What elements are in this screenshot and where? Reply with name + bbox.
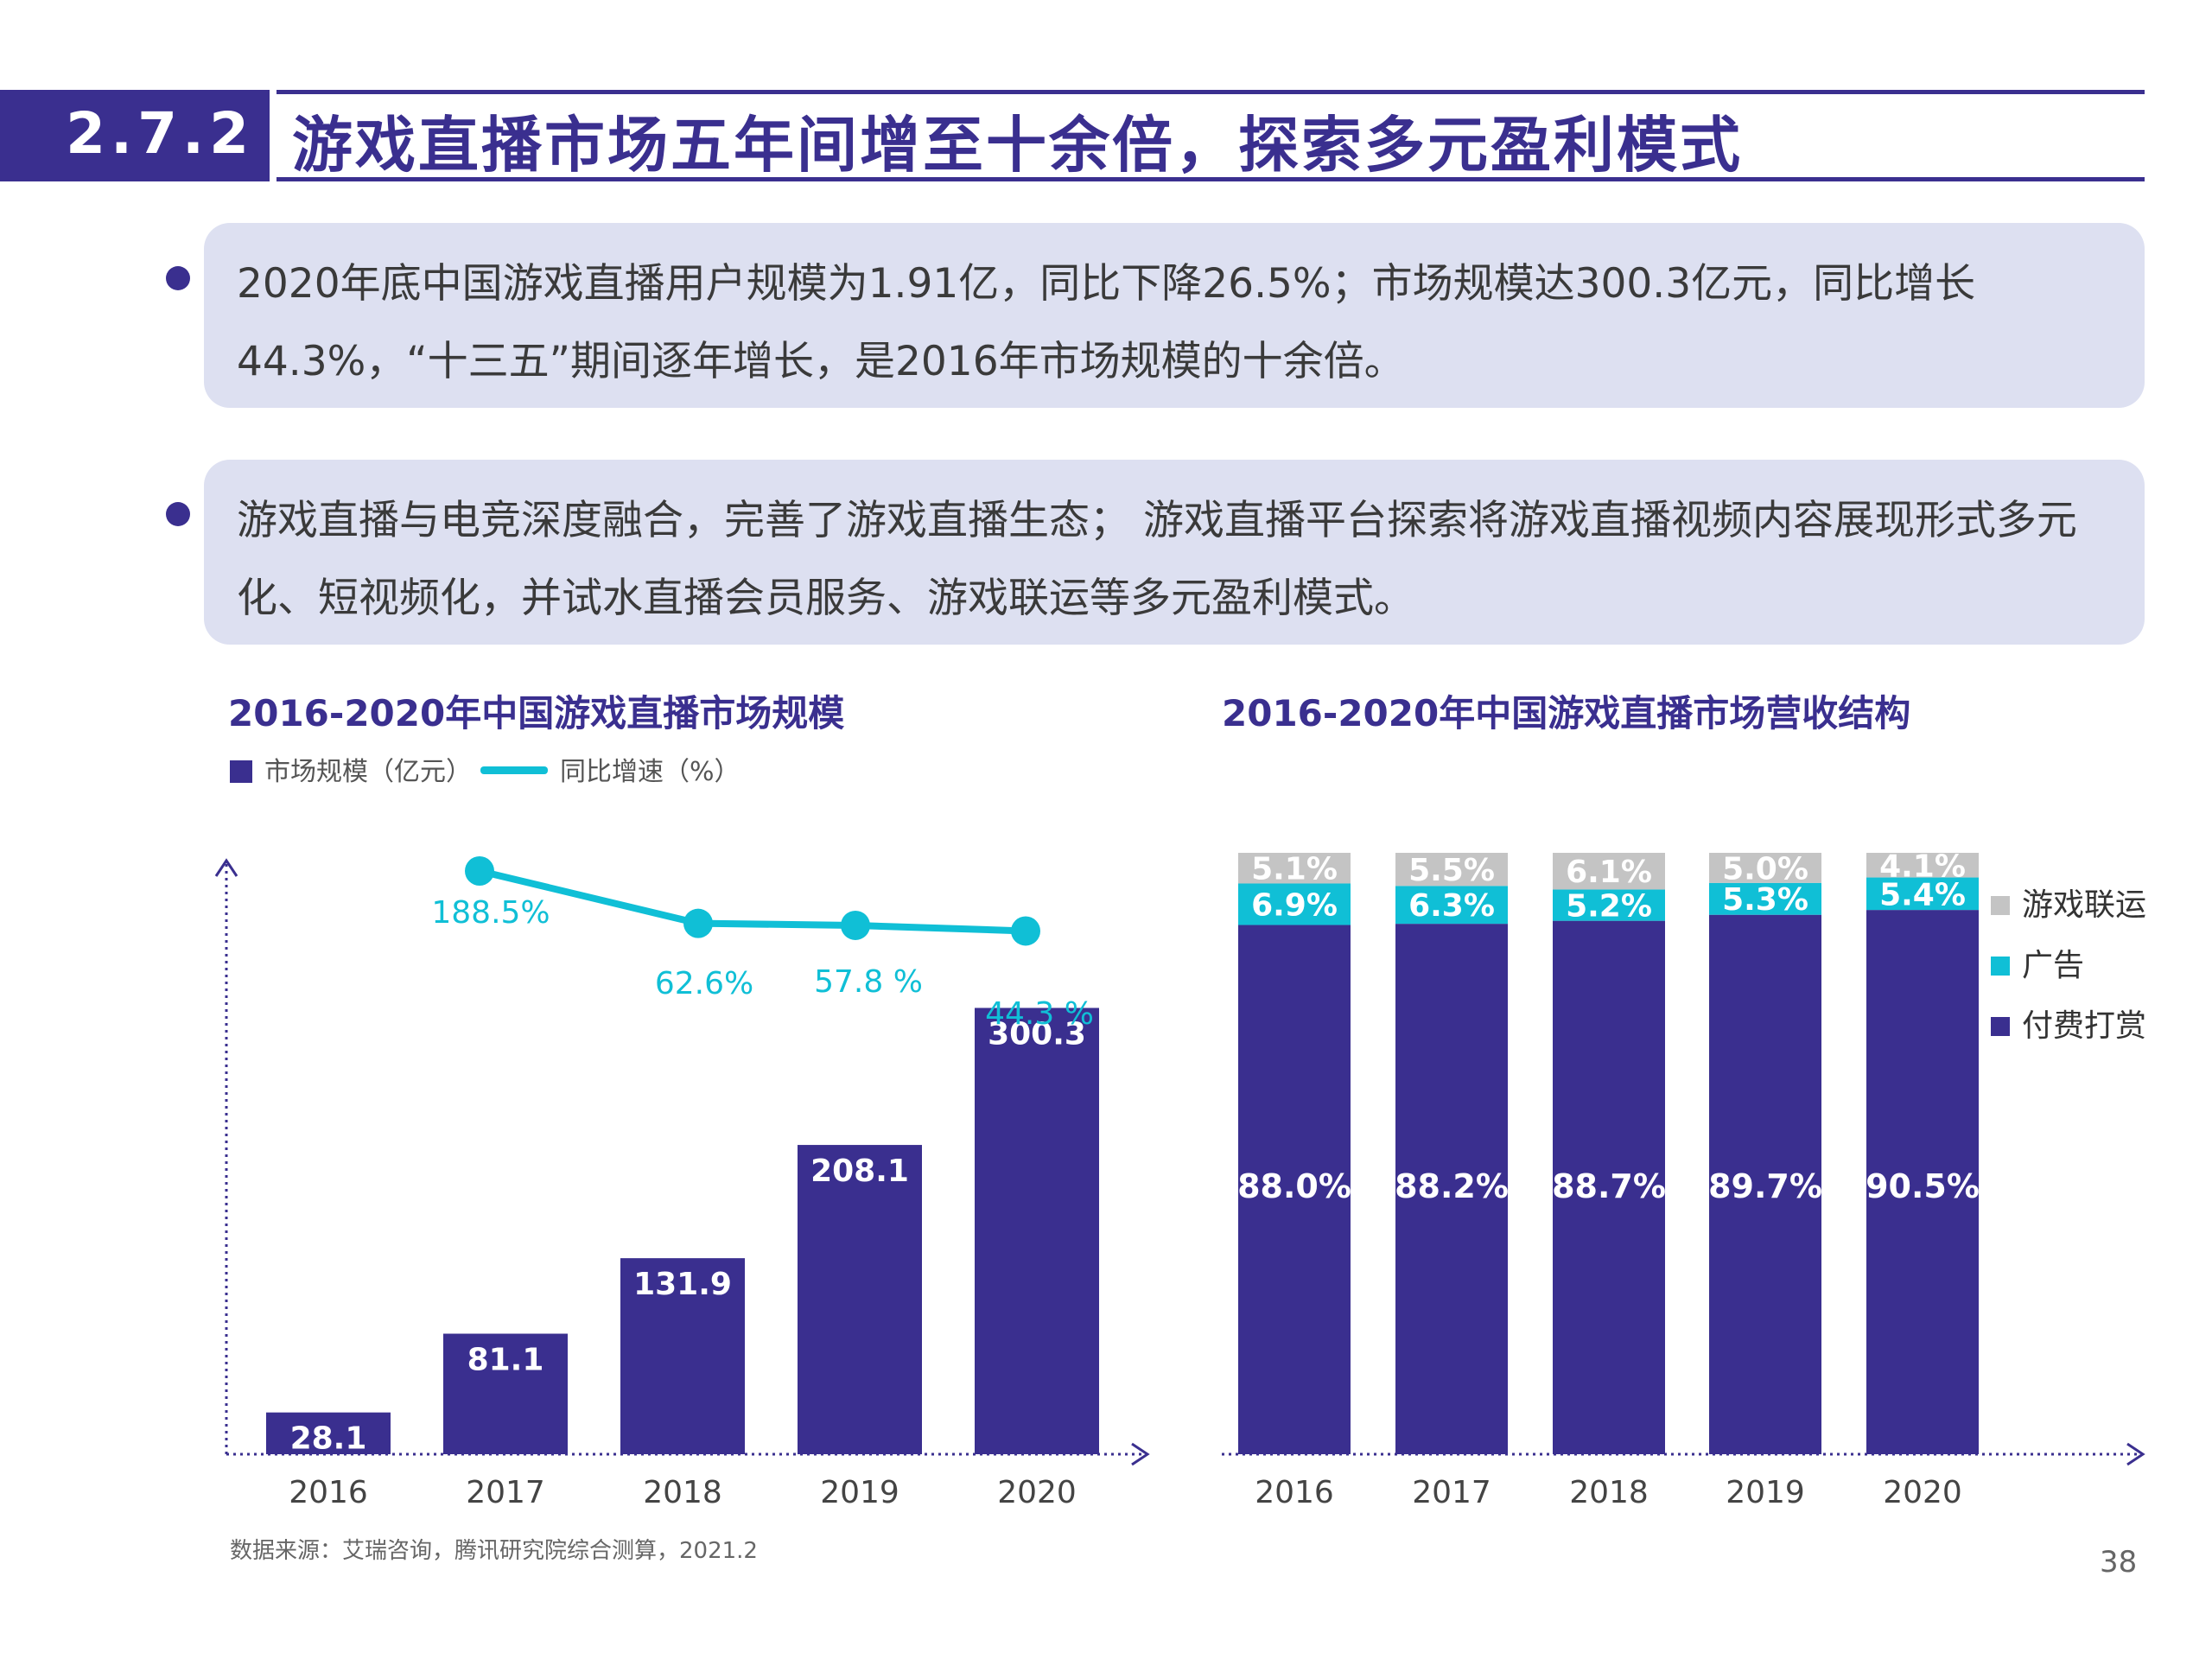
legend-line: 同比增速（%） [480,750,741,788]
left-bar-value: 300.3 [988,1016,1086,1052]
stack-ad-label: 5.4% [1879,877,1966,912]
legend-tip-swatch [1991,1017,2010,1036]
legend-tip: 付费打赏 [1991,1001,2146,1046]
left-bar-value: 208.1 [810,1154,909,1189]
growth-label: 62.6% [655,966,753,1001]
stack-lianyun-label: 5.0% [1722,851,1808,887]
stack-lianyun-label: 5.1% [1251,852,1338,887]
left-x-tick: 2018 [643,1475,722,1510]
stack-tip-label: 88.7% [1552,1167,1666,1205]
stack-tip-label: 89.7% [1708,1167,1822,1205]
stack-tip-segment [1395,924,1508,1454]
stack-lianyun-segment [1866,853,1979,878]
left-bar [266,1412,391,1454]
right-chart-title: 2016-2020年中国游戏直播市场营收结构 [1222,692,1911,734]
stack-ad-label: 6.3% [1408,888,1495,924]
left-x-tick: 2017 [466,1475,545,1510]
stack-lianyun-label: 4.1% [1879,849,1966,884]
bullet-dot-1 [166,266,190,290]
bullet-text-2: 游戏直播与电竞深度融合，完善了游戏直播生态； 游戏直播平台探索将游戏直播视频内容… [237,497,2077,622]
section-number: 2.7.2 [66,100,254,167]
source-note: 数据来源：艾瑞咨询，腾讯研究院综合测算，2021.2 [230,1538,758,1564]
stack-lianyun-segment [1238,853,1351,884]
stack-lianyun-label: 6.1% [1566,855,1652,890]
left-bar [798,1145,922,1454]
left-x-tick: 2019 [820,1475,899,1510]
bullet-box-2: 游戏直播与电竞深度融合，完善了游戏直播生态； 游戏直播平台探索将游戏直播视频内容… [204,460,2145,645]
stack-ad-label: 5.3% [1722,882,1808,918]
page-title: 游戏直播市场五年间增至十余倍，探索多元盈利模式 [292,110,1743,181]
legend-tip-label: 付费打赏 [2022,1008,2147,1044]
growth-label: 188.5% [431,895,550,931]
left-bar [975,1007,1099,1454]
stack-tip-label: 88.2% [1395,1167,1509,1205]
stack-ad-label: 5.2% [1566,889,1652,925]
legend-bar-label: 市场规模（亿元） [264,757,472,787]
header-rule-bottom [276,177,2145,181]
left-bar [620,1258,745,1454]
growth-label: 44.3 % [985,996,1094,1032]
stack-ad-segment [1866,877,1979,911]
right-x-tick: 2016 [1255,1475,1334,1510]
right-x-tick: 2017 [1412,1475,1491,1510]
legend-ad-label: 广告 [2022,948,2085,983]
bullet-text-1: 2020年底中国游戏直播用户规模为1.91亿，同比下降26.5%；市场规模达30… [237,260,1976,385]
legend-line-label: 同比增速（%） [560,757,741,787]
growth-point [841,910,870,940]
right-x-tick: 2019 [1726,1475,1805,1510]
stack-tip-label: 90.5% [1866,1167,1980,1205]
bullet-dot-2 [166,502,190,526]
left-y-axis-arrow [214,858,238,877]
right-x-tick: 2018 [1569,1475,1649,1510]
stack-lianyun-segment [1553,853,1665,890]
growth-point [683,908,713,938]
left-bar [443,1333,568,1454]
left-chart-title: 2016-2020年中国游戏直播市场规模 [228,692,845,734]
growth-point [465,856,494,886]
stack-lianyun-segment [1709,853,1821,883]
stack-tip-segment [1866,910,1979,1454]
stack-ad-segment [1709,882,1821,915]
legend-lianyun: 游戏联运 [1991,880,2146,925]
stack-tip-label: 88.0% [1237,1167,1351,1205]
right-x-tick: 2020 [1883,1475,1962,1510]
legend-ad: 广告 [1991,940,2084,985]
header-rule-top [276,90,2145,94]
legend-bar-swatch [230,760,252,783]
bullet-box-1: 2020年底中国游戏直播用户规模为1.91亿，同比下降26.5%；市场规模达30… [204,223,2145,408]
left-bar-value: 28.1 [290,1421,367,1457]
legend-lianyun-swatch [1991,896,2010,915]
right-x-axis-arrow [2126,1442,2145,1466]
stack-tip-segment [1553,920,1665,1454]
legend-lianyun-label: 游戏联运 [2022,887,2147,923]
stack-tip-segment [1238,925,1351,1454]
left-bar-value: 131.9 [633,1267,732,1302]
stack-ad-segment [1395,886,1508,925]
page-number: 38 [2100,1545,2138,1580]
growth-point [1011,916,1040,946]
stack-ad-label: 6.9% [1251,888,1338,924]
stack-lianyun-segment [1395,853,1508,887]
stack-lianyun-label: 5.5% [1408,853,1495,888]
left-x-axis-arrow [1131,1442,1150,1466]
left-x-tick: 2016 [289,1475,368,1510]
growth-line [479,868,1027,935]
section-number-block: 2.7.2 [0,90,270,181]
legend-line-swatch [480,766,548,774]
left-x-tick: 2020 [997,1475,1077,1510]
stack-ad-segment [1238,883,1351,925]
left-bar-value: 81.1 [467,1343,544,1378]
legend-ad-swatch [1991,957,2010,976]
legend-bar: 市场规模（亿元） [230,750,472,788]
stack-ad-segment [1553,889,1665,921]
left-chart: 28.1 2016 81.1 2017 131.9 2018 208.1 2019 300.3 2… [214,856,1150,1510]
growth-label: 57.8 % [814,964,923,1000]
stack-tip-segment [1709,914,1821,1454]
